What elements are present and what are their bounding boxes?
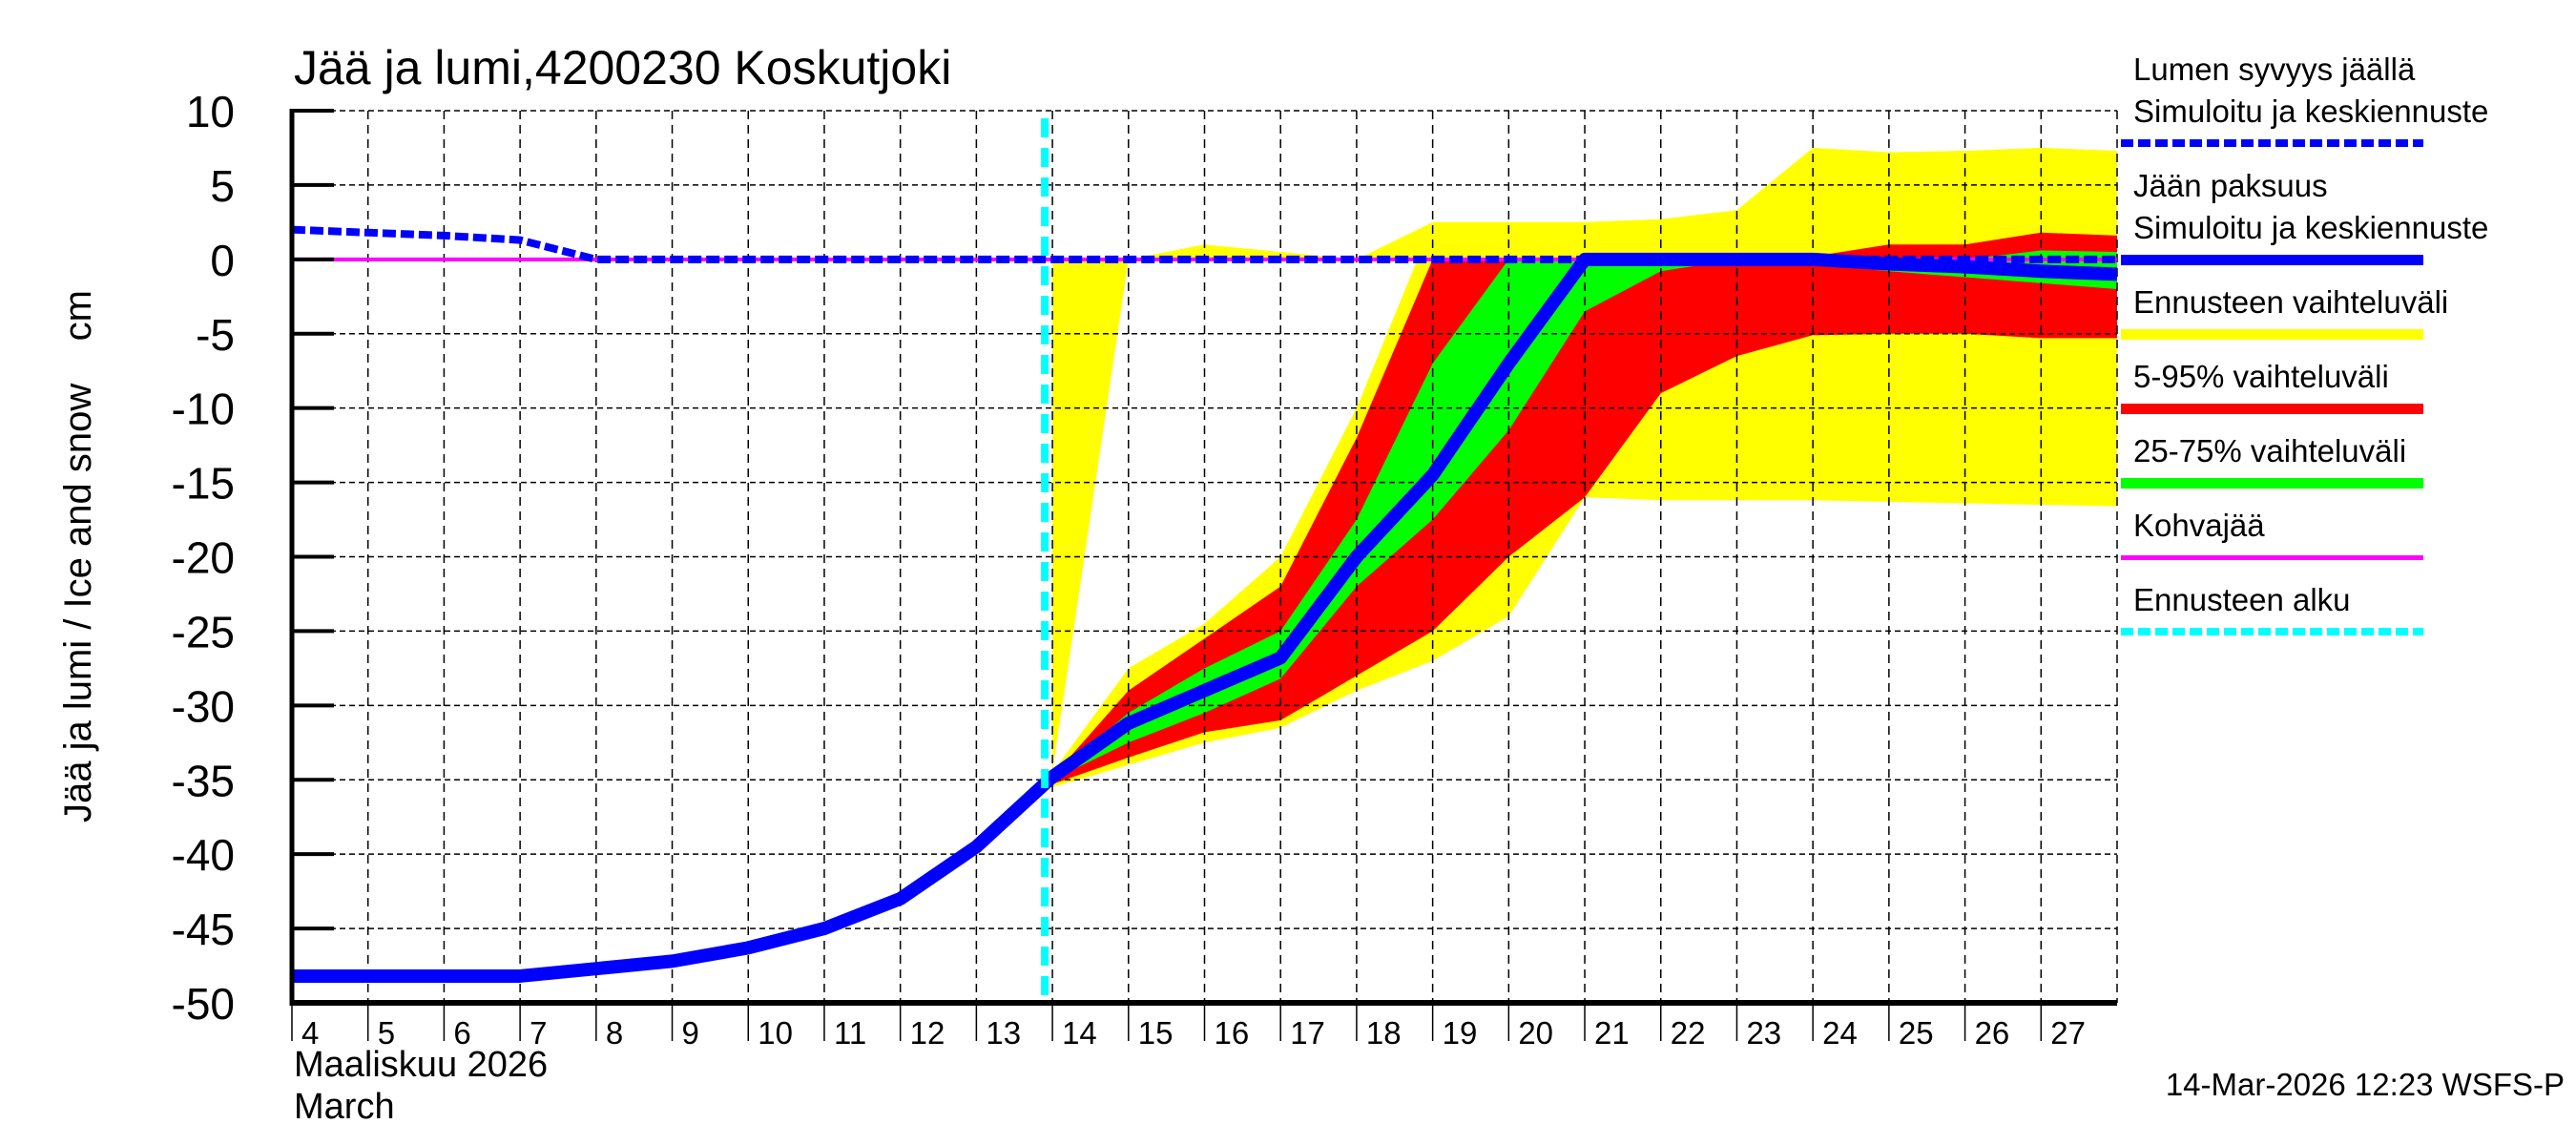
y-tick-label: -50 <box>172 979 235 1029</box>
y-tick-label: -15 <box>172 459 235 509</box>
x-tick-label: 16 <box>1215 1015 1250 1051</box>
x-tick-label: 7 <box>530 1015 547 1051</box>
y-tick-label: -40 <box>172 830 235 880</box>
x-tick-label: 21 <box>1594 1015 1630 1051</box>
forecast-range-snow-band <box>1052 147 2117 773</box>
x-tick-label: 11 <box>834 1015 866 1051</box>
x-tick-label: 4 <box>301 1015 319 1051</box>
x-axis-label-fi: Maaliskuu 2026 <box>294 1045 548 1085</box>
y-axis-label: Jää ja lumi / Ice and snow cm <box>57 290 99 822</box>
y-tick-label: 0 <box>210 236 235 285</box>
svg-text:Jään paksuus: Jään paksuus <box>2133 168 2328 203</box>
svg-text:Ennusteen alku: Ennusteen alku <box>2133 582 2351 617</box>
x-tick-label: 13 <box>986 1015 1021 1051</box>
x-axis-label-en: March <box>294 1087 395 1127</box>
x-tick-label: 10 <box>758 1015 793 1051</box>
x-tick-label: 15 <box>1138 1015 1174 1051</box>
legend-item: Lumen syvyys jäällä Simuloitu ja keskienn… <box>2121 52 2488 147</box>
legend-item: 25-75% vaihteluväli <box>2121 433 2423 489</box>
x-tick-labels: 4 5 6 7 8 9 10 11 12 13 14 15 16 17 18 19 20 21 22 23 24 25 26… <box>301 1015 2086 1051</box>
y-tick-label: -25 <box>172 607 235 656</box>
x-tick-label: 23 <box>1746 1015 1781 1051</box>
svg-text:5-95% vaihteluväli: 5-95% vaihteluväli <box>2133 359 2389 394</box>
x-tick-label: 22 <box>1671 1015 1706 1051</box>
x-tick-label: 5 <box>378 1015 395 1051</box>
x-tick-label: 20 <box>1518 1015 1553 1051</box>
x-tick-label: 17 <box>1290 1015 1325 1051</box>
svg-text:Simuloitu ja keskiennuste: Simuloitu ja keskiennuste <box>2133 210 2488 245</box>
x-tick-label: 12 <box>910 1015 945 1051</box>
x-tick-label: 19 <box>1443 1015 1478 1051</box>
y-tick-label: -20 <box>172 533 235 583</box>
chart-title: Jää ja lumi,4200230 Koskutjoki <box>294 41 951 94</box>
svg-text:25-75% vaihteluväli: 25-75% vaihteluväli <box>2133 433 2406 468</box>
x-tick-label: 25 <box>1899 1015 1934 1051</box>
band-25-75 <box>1052 250 2117 781</box>
footer-timestamp: 14-Mar-2026 12:23 WSFS-P <box>2166 1067 2565 1102</box>
x-tick-label: 24 <box>1822 1015 1858 1051</box>
bands <box>1052 147 2117 788</box>
y-tick-label: 10 <box>186 87 235 136</box>
svg-text:Ennusteen vaihteluväli: Ennusteen vaihteluväli <box>2133 284 2448 320</box>
legend: Lumen syvyys jäällä Simuloitu ja keskienn… <box>2121 52 2488 635</box>
axes <box>289 109 2117 1041</box>
legend-item: Jään paksuus Simuloitu ja keskiennuste <box>2121 168 2488 265</box>
legend-item: Kohvajää <box>2121 508 2423 560</box>
y-tick-labels: 10 5 0 -5 -10 -15 -20 -25 -30 -35 -40 -45 -50 <box>172 87 235 1029</box>
y-tick-label: -5 <box>196 310 235 360</box>
y-tick-label: -35 <box>172 756 235 805</box>
legend-item: 5-95% vaihteluväli <box>2121 359 2423 414</box>
x-tick-label: 8 <box>606 1015 623 1051</box>
svg-text:Kohvajää: Kohvajää <box>2133 508 2265 543</box>
x-tick-label: 14 <box>1062 1015 1097 1051</box>
x-tick-label: 6 <box>453 1015 470 1051</box>
band-5-95 <box>1052 232 2117 784</box>
y-tick-label: -10 <box>172 385 235 434</box>
x-tick-label: 9 <box>682 1015 699 1051</box>
legend-item: Ennusteen vaihteluväli <box>2121 284 2448 340</box>
y-tick-label: 5 <box>210 161 235 211</box>
legend-item: Ennusteen alku <box>2121 582 2423 635</box>
x-tick-label: 18 <box>1366 1015 1402 1051</box>
svg-text:Lumen syvyys jäällä: Lumen syvyys jäällä <box>2133 52 2416 87</box>
y-tick-label: -30 <box>172 681 235 731</box>
svg-text:Simuloitu ja keskiennuste: Simuloitu ja keskiennuste <box>2133 94 2488 129</box>
x-tick-label: 26 <box>1975 1015 2010 1051</box>
x-tick-label: 27 <box>2050 1015 2086 1051</box>
ice-thickness-line <box>292 252 2118 983</box>
y-tick-label: -45 <box>172 905 235 954</box>
